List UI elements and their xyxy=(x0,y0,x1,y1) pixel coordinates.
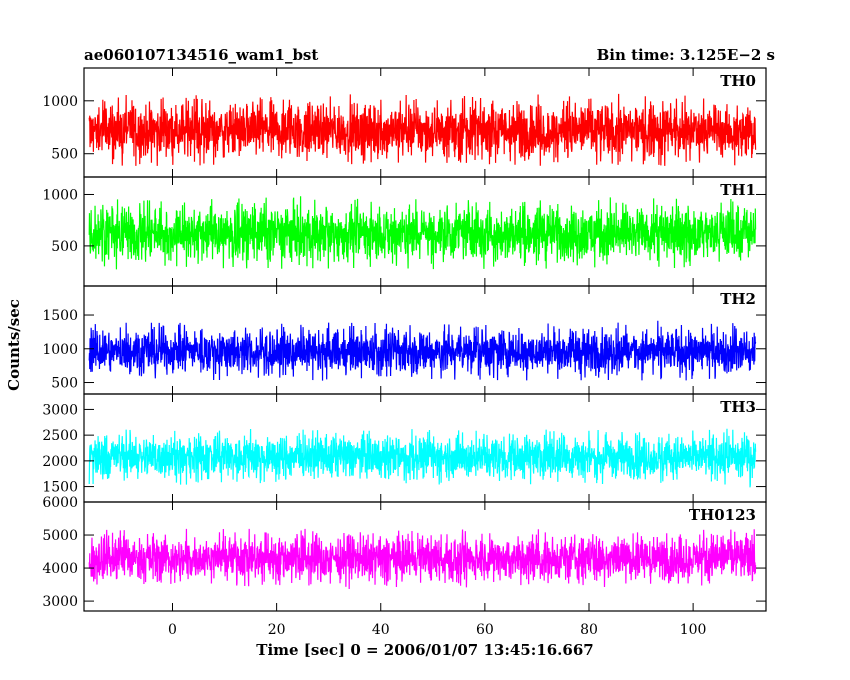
y-tick-label: 3000 xyxy=(42,594,78,610)
panel-label-th3: TH3 xyxy=(720,398,756,416)
series-line-th0123 xyxy=(88,528,757,589)
y-tick-label: 3000 xyxy=(42,402,78,418)
y-tick-label: 1500 xyxy=(42,308,78,324)
panel-label-th0: TH0 xyxy=(720,72,756,90)
y-tick-label: 5000 xyxy=(42,528,78,544)
x-tick-label: 0 xyxy=(168,622,177,638)
y-tick-label: 1500 xyxy=(42,480,78,496)
y-tick-label: 1000 xyxy=(42,94,78,110)
y-tick-label: 2000 xyxy=(42,454,78,470)
x-tick-label: 80 xyxy=(580,622,598,638)
x-tick-label: 40 xyxy=(372,622,390,638)
series-line-th2 xyxy=(88,320,757,381)
y-tick-label: 4000 xyxy=(42,561,78,577)
panel-label-th0123: TH0123 xyxy=(689,506,756,524)
x-tick-label: 20 xyxy=(268,622,286,638)
x-axis-label: Time [sec] 0 = 2006/01/07 13:45:16.667 xyxy=(256,641,593,659)
y-tick-label: 1000 xyxy=(42,187,78,203)
panel-label-th2: TH2 xyxy=(720,290,756,308)
chart-title: ae060107134516_wam1_bst xyxy=(84,46,318,64)
y-tick-label: 2500 xyxy=(42,428,78,444)
y-tick-label: 6000 xyxy=(42,495,78,511)
y-tick-label: 500 xyxy=(51,239,78,255)
bin-time-label: Bin time: 3.125E−2 s xyxy=(597,46,775,64)
x-tick-label: 100 xyxy=(680,622,707,638)
y-tick-label: 500 xyxy=(51,147,78,163)
y-tick-label: 500 xyxy=(51,376,78,392)
panel-frame-th0123 xyxy=(83,501,767,612)
series-line-th0 xyxy=(88,93,757,166)
series-line-th1 xyxy=(88,196,757,270)
y-tick-label: 1000 xyxy=(42,342,78,358)
x-tick-label: 60 xyxy=(476,622,494,638)
panel-label-th1: TH1 xyxy=(720,181,756,199)
y-axis-label: Counts/sec xyxy=(5,299,23,391)
series-line-th3 xyxy=(88,428,757,488)
